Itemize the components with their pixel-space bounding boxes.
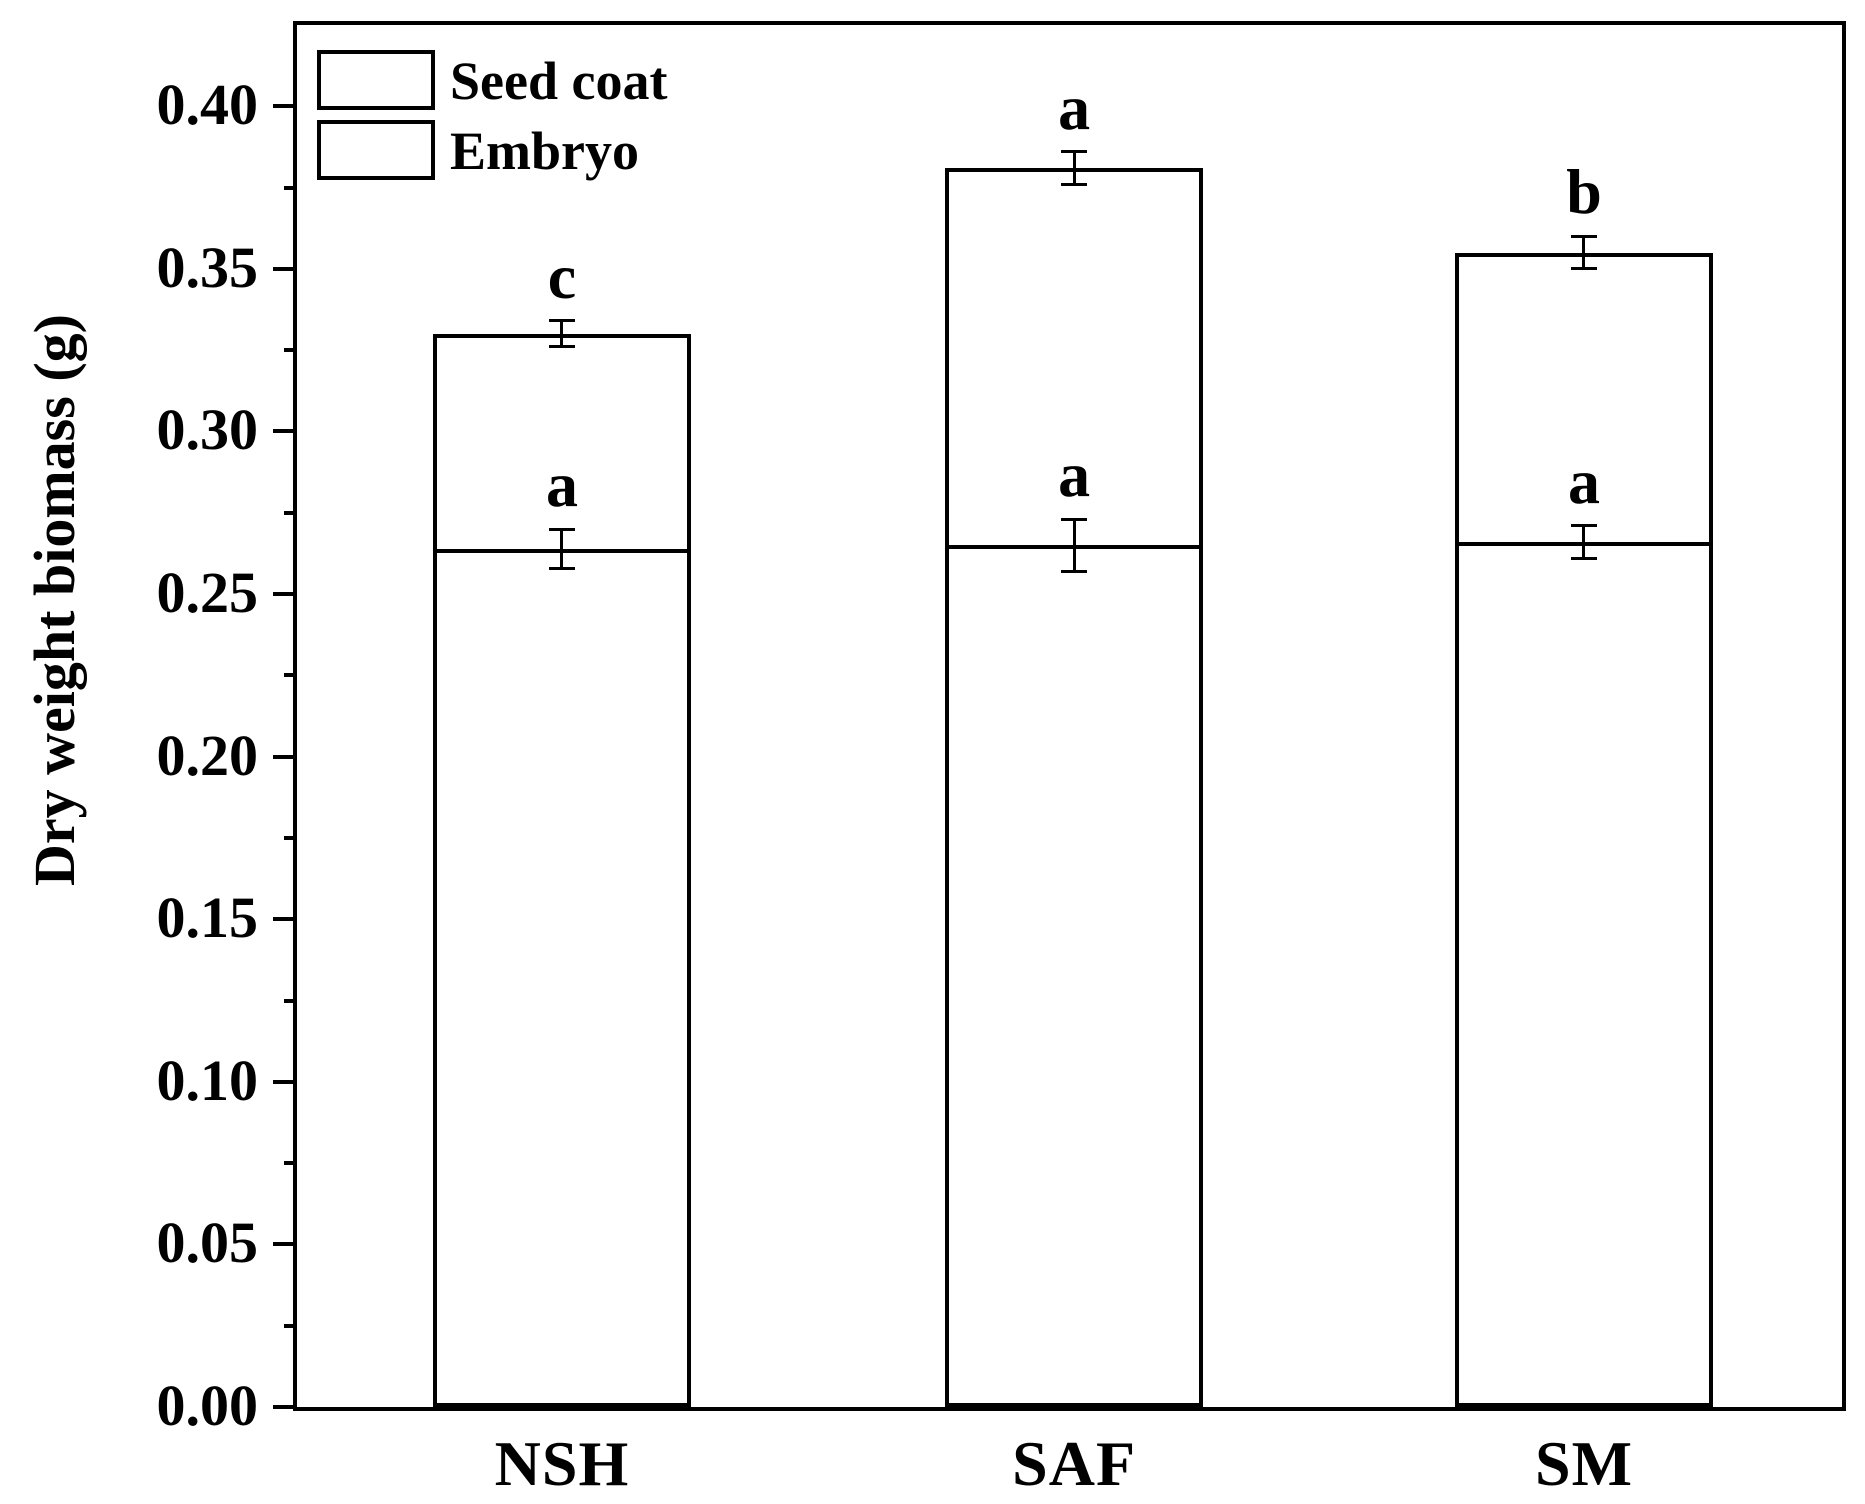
error-bar-SM-embryo [1582,525,1586,559]
y-axis-minor-tick [284,835,297,840]
y-axis-minor-tick [284,510,297,515]
y-axis-tick-label: 0.35 [156,234,259,300]
y-axis-minor-tick [284,998,297,1003]
y-axis-tick-label: 0.25 [156,559,259,625]
error-bar-NSH-total-cap [548,345,575,349]
y-axis-tick-label: 0.20 [156,722,259,788]
error-bar-SAF-total-cap [1061,150,1088,154]
legend-label-embryo: Embryo [450,121,639,181]
error-bar-SM-embryo-cap [1570,524,1597,528]
bar-NSH-seed-coat-segment [432,333,691,553]
legend-swatch-seed-coat [317,50,435,110]
y-axis-major-tick [273,266,297,271]
y-axis-major-tick [273,754,297,759]
y-axis-minor-tick [284,1323,297,1328]
significance-letter-SM-total: b [1566,156,1602,228]
y-axis-tick-label: 0.40 [156,72,259,138]
y-axis-major-tick [273,429,297,434]
error-bar-SAF-embryo-cap [1061,517,1088,521]
y-axis-major-tick [273,104,297,109]
error-bar-SAF-total [1072,151,1076,185]
x-category-label-SM: SM [1534,1428,1633,1499]
legend-swatch-embryo [317,120,435,180]
y-axis-major-tick [273,592,297,597]
error-bar-NSH-total-cap [548,319,575,323]
error-bar-SM-embryo-cap [1570,556,1597,560]
y-axis-major-tick [273,1242,297,1247]
x-category-label-SAF: SAF [1012,1428,1137,1499]
y-axis-tick-label: 0.30 [156,397,259,463]
legend-label-seed-coat: Seed coat [450,51,668,111]
significance-letter-NSH-total: c [547,240,577,312]
y-axis-minor-tick [284,673,297,678]
error-bar-SM-total-cap [1570,234,1597,238]
y-axis-minor-tick [284,185,297,190]
error-bar-NSH-total [560,320,564,347]
error-bar-SM-total-cap [1570,267,1597,271]
error-bar-NSH-embryo-cap [548,566,575,570]
y-axis-major-tick [273,1079,297,1084]
bar-SM-seed-coat-segment [1454,252,1713,547]
significance-letter-SM-embryo: a [1567,445,1600,517]
error-bar-NSH-embryo [560,529,564,569]
significance-letter-SAF-embryo: a [1058,439,1091,511]
y-axis-tick-label: 0.00 [156,1372,259,1438]
significance-letter-SAF-total: a [1058,71,1091,143]
y-axis-major-tick [273,917,297,922]
error-bar-SAF-embryo-cap [1061,569,1088,573]
y-axis-tick-label: 0.05 [156,1210,259,1276]
significance-letter-NSH-embryo: a [545,449,578,521]
error-bar-NSH-embryo-cap [548,527,575,531]
bar-SAF-seed-coat-segment [945,168,1204,550]
y-axis-tick-label: 0.15 [156,885,259,951]
y-axis-minor-tick [284,348,297,353]
error-bar-SAF-total-cap [1061,182,1088,186]
y-axis-tick-label: 0.10 [156,1047,259,1113]
error-bar-SAF-embryo [1072,519,1076,572]
error-bar-SM-total [1582,236,1586,269]
y-axis-major-tick [273,1405,297,1409]
y-axis-minor-tick [284,1161,297,1166]
x-category-label-NSH: NSH [494,1428,630,1499]
